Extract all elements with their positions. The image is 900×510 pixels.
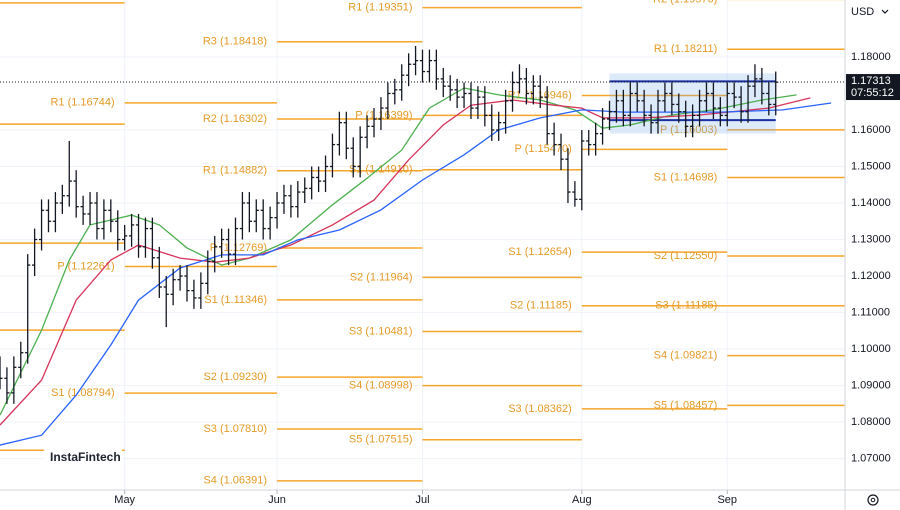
settings-icon-center[interactable]: [870, 497, 876, 503]
pivot-label: S5 (1.08457): [654, 399, 718, 411]
pivot-label: R1 (1.14882): [203, 165, 267, 177]
pivot-label: P (1.15470): [515, 143, 572, 155]
x-tick-label: Sep: [717, 494, 737, 506]
pivot-label: R1 (1.19351): [348, 2, 412, 14]
pivot-label: S5 (1.07515): [349, 434, 413, 446]
last-price-label: 1.17313: [851, 75, 891, 87]
y-tick-label: 1.10000: [851, 343, 891, 355]
y-tick-label: 1.07000: [851, 453, 891, 465]
pivot-label: R1 (1.18211): [654, 43, 717, 55]
x-tick-label: May: [114, 494, 135, 506]
pivot-label: P (1.16003): [660, 124, 717, 136]
watermark-bg: [44, 446, 122, 470]
pivot-label: R2 (1.16302): [203, 113, 267, 125]
pivot-label: S4 (1.08998): [349, 380, 413, 392]
pivot-label: S1 (1.14698): [654, 171, 718, 183]
y-tick-label: 1.11000: [851, 306, 890, 318]
pivot-label: S4 (1.06391): [203, 475, 267, 487]
pivot-label: S2 (1.11185): [510, 300, 572, 312]
y-tick-label: 1.12000: [851, 270, 891, 282]
countdown-label: 07:55:12: [851, 87, 894, 99]
x-tick-label: Jul: [415, 494, 429, 506]
pivot-label: P (1.16399): [355, 109, 412, 121]
currency-selector[interactable]: USD: [851, 6, 874, 18]
x-tick-label: Jun: [268, 494, 286, 506]
pivot-label: S3 (1.08362): [508, 403, 572, 415]
currency-chevron[interactable]: [881, 9, 889, 14]
pivot-label: R1 (1.16744): [50, 97, 114, 109]
pivot-label: S1 (1.14910): [349, 164, 413, 176]
y-tick-label: 1.18000: [851, 51, 891, 63]
y-tick-label: 1.13000: [851, 233, 891, 245]
y-tick-label: 1.09000: [851, 379, 891, 391]
pivot-label: S3 (1.11185): [655, 300, 717, 312]
pivot-label: S4 (1.09821): [654, 350, 718, 362]
pivot-label: S1 (1.11346): [204, 294, 267, 306]
last-price-box: [846, 74, 900, 101]
pivot-label: S3 (1.07810): [203, 423, 267, 435]
pivot-label: S2 (1.09230): [203, 371, 267, 383]
pivot-label: S2 (1.12550): [654, 250, 718, 262]
y-tick-label: 1.08000: [851, 416, 891, 428]
pivot-label: R2 (1.19576): [653, 0, 717, 5]
moving-average: [0, 87, 797, 416]
pivot-label: S3 (1.10481): [349, 325, 413, 337]
pivot-label: R3 (1.18418): [203, 36, 267, 48]
pivot-label: S1 (1.12654): [508, 246, 572, 258]
settings-icon[interactable]: [867, 494, 879, 506]
pivot-label: P (1.12769): [210, 242, 267, 254]
y-tick-label: 1.14000: [851, 197, 891, 209]
plot-area: R1 (1.16744) P (1.12261) S1 (1.08794) R3 (1…: [0, 0, 845, 490]
pivot-label: S2 (1.11964): [350, 271, 413, 283]
y-tick-label: 1.15000: [851, 160, 891, 172]
pivot-label: P (1.12261): [57, 260, 114, 272]
y-tick-label: 1.16000: [851, 124, 891, 136]
watermark: InstaFintech: [50, 450, 121, 464]
time-axis-panel: [0, 490, 845, 510]
x-tick-label: Aug: [572, 494, 592, 506]
pivot-label: S1 (1.08794): [51, 387, 115, 399]
